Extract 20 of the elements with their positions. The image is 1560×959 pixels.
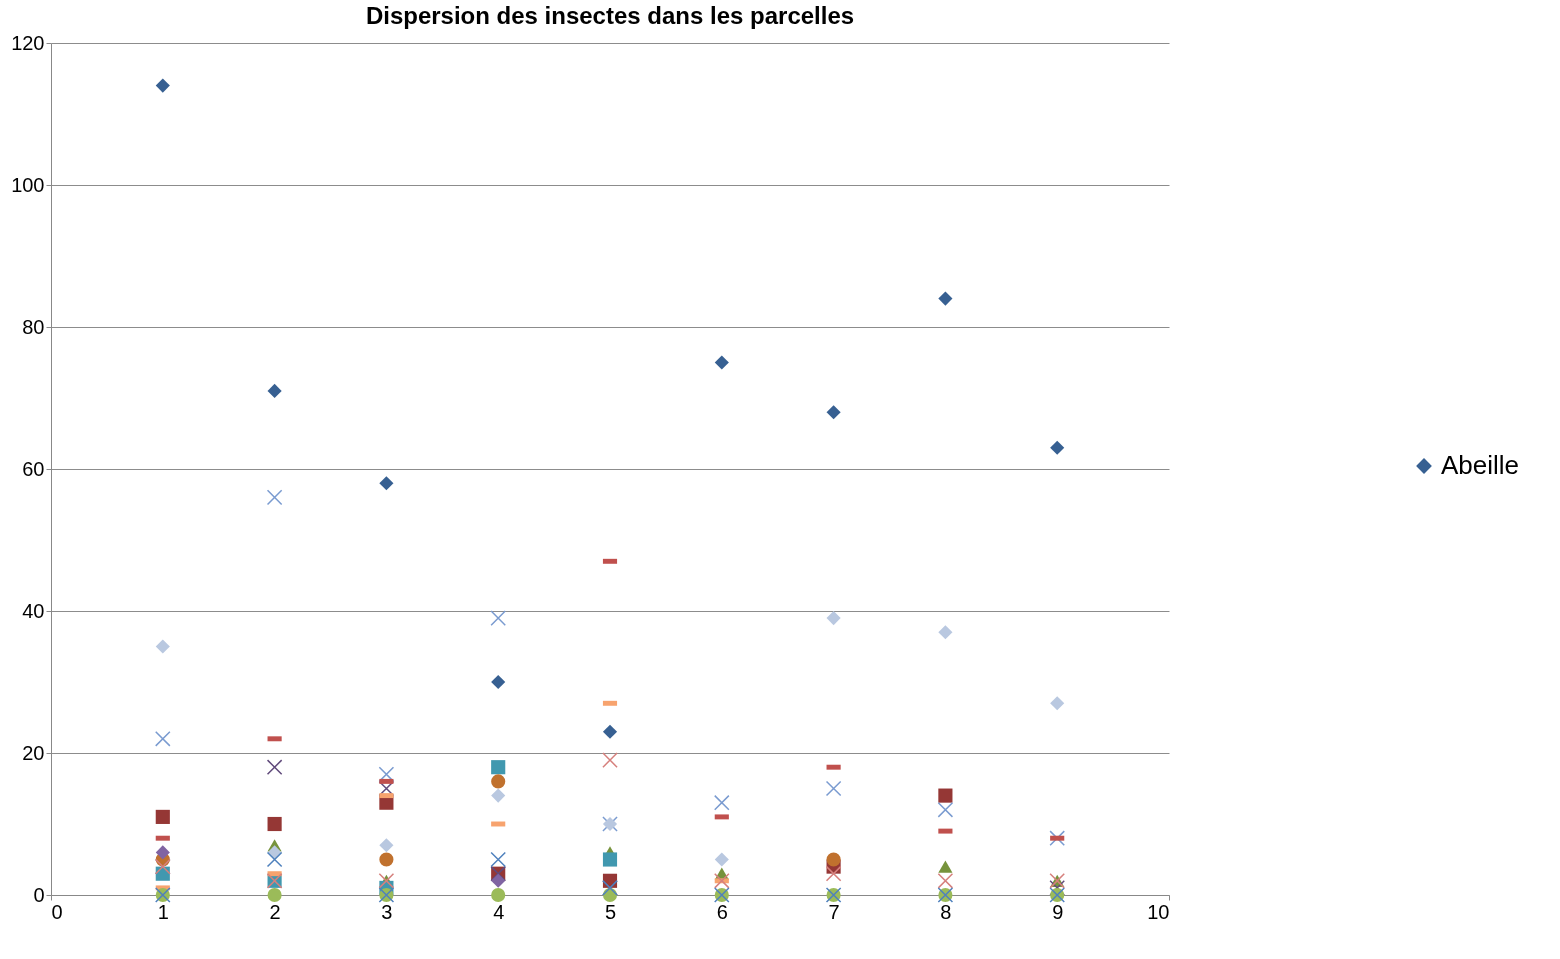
x-tick-label: 2 bbox=[269, 900, 281, 923]
y-tick-label: 40 bbox=[22, 599, 45, 622]
y-tick-label: 0 bbox=[33, 883, 45, 906]
x-tick-label: 7 bbox=[828, 900, 840, 923]
y-tick-label: 100 bbox=[11, 173, 45, 196]
x-tick-label: 8 bbox=[940, 900, 952, 923]
x-tick-label: 1 bbox=[157, 900, 169, 923]
y-tick-label: 80 bbox=[22, 315, 45, 338]
x-tick-label: 6 bbox=[716, 900, 728, 923]
y-tick-label: 120 bbox=[11, 31, 45, 54]
x-tick-label: 10 bbox=[1147, 900, 1170, 923]
y-tick-label: 20 bbox=[22, 741, 45, 764]
chart-title: Dispersion des insectes dans les parcelles bbox=[365, 2, 855, 29]
legend-label: Abeille bbox=[1441, 450, 1520, 480]
x-tick-label: 0 bbox=[51, 900, 63, 923]
x-tick-label: 3 bbox=[381, 900, 393, 923]
x-tick-label: 5 bbox=[604, 900, 617, 923]
x-tick-label: 4 bbox=[493, 900, 505, 923]
y-tick-label: 60 bbox=[22, 457, 45, 480]
x-tick-label: 9 bbox=[1052, 900, 1064, 923]
